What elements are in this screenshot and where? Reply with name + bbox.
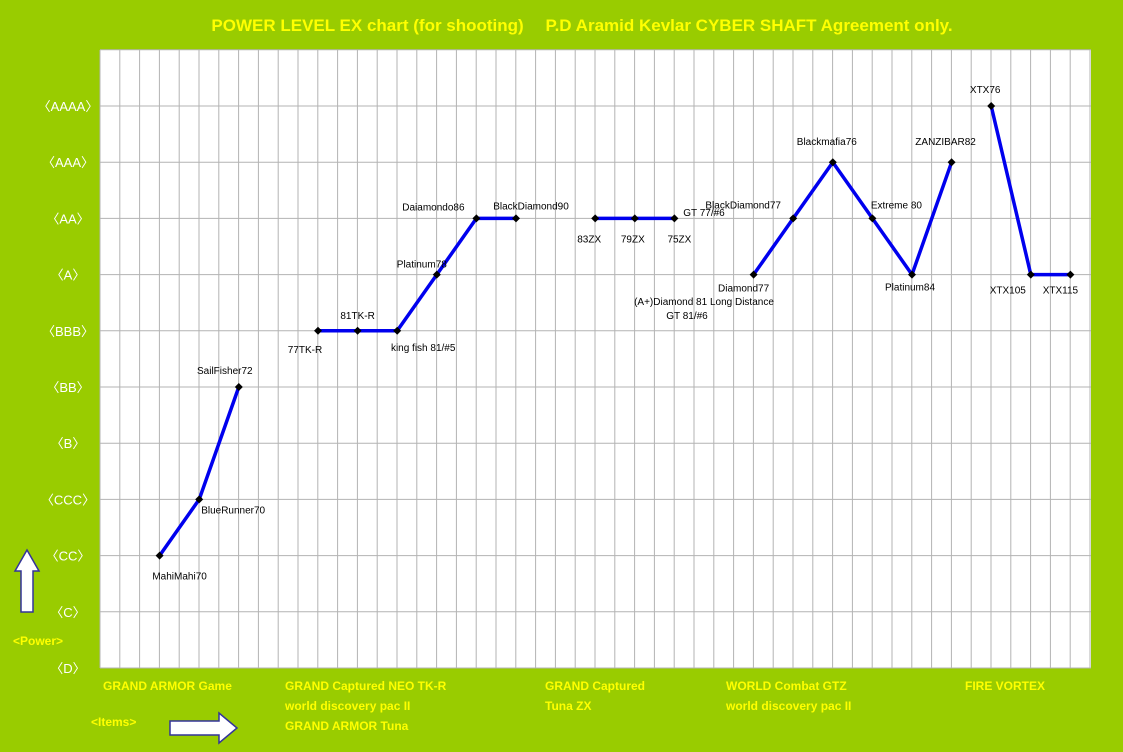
items-right-arrow-icon <box>169 711 239 745</box>
power-up-arrow-icon <box>13 548 41 613</box>
data-label: XTX105 <box>990 286 1027 297</box>
data-label: SailFisher72 <box>197 366 253 377</box>
series-line <box>318 216 516 333</box>
data-point-marker <box>195 495 204 504</box>
y-tick-label: 〈BB〉 <box>46 380 89 395</box>
y-tick-label: 〈D〉 <box>50 661 85 676</box>
y-axis-tick-labels: 〈D〉 〈C〉 〈CC〉 〈CCC〉 〈B〉 〈BB〉 〈BBB〉 〈A〉 〈AA〉 〈AAA〉 〈… <box>38 99 99 676</box>
data-label: Diamond77 <box>718 284 770 295</box>
data-label: 81TK-R <box>340 311 374 322</box>
data-point-marker <box>749 270 758 279</box>
data-label: MahiMahi70 <box>152 572 207 583</box>
data-point-marker <box>393 326 402 335</box>
item-group-label: world discovery pac II <box>284 699 410 713</box>
data-point-marker <box>630 214 639 223</box>
y-tick-label: 〈B〉 <box>51 436 86 451</box>
data-markers <box>155 102 1075 560</box>
data-label: 77TK-R <box>288 345 322 356</box>
data-point-marker <box>432 270 441 279</box>
data-point-marker <box>314 326 322 335</box>
y-tick-label: 〈A〉 <box>51 268 86 283</box>
series-line <box>752 160 954 277</box>
data-point-marker <box>789 214 798 223</box>
y-tick-label: 〈BBB〉 <box>42 324 94 339</box>
item-group-label: GRAND ARMOR Game <box>103 679 232 693</box>
annotation-label: GT 81/#6 <box>666 311 708 322</box>
data-point-marker <box>868 214 877 223</box>
data-point-marker <box>234 383 243 391</box>
data-label: Platinum78 <box>397 260 447 271</box>
data-label: Daiamondo86 <box>402 202 465 213</box>
y-tick-label: 〈AA〉 <box>46 211 89 226</box>
annotation-label: GT 77/#6 <box>683 208 725 219</box>
data-point-marker <box>670 214 679 223</box>
data-labels: MahiMahi70 BlueRunner70 SailFisher72 77TK-R… <box>152 85 1078 583</box>
power-axis-caption: <Power> <box>13 634 63 648</box>
data-point-marker <box>1066 270 1075 279</box>
data-point-marker <box>512 214 520 223</box>
item-group-labels: GRAND ARMOR Game GRAND Captured NEO TK-R w… <box>103 679 1045 733</box>
data-label: Extreme 80 <box>871 200 923 211</box>
annotation-label: (A+)Diamond 81 Long Distance <box>634 297 774 308</box>
y-tick-label: 〈AAAA〉 <box>38 99 99 114</box>
y-tick-label: 〈CC〉 <box>46 549 91 564</box>
data-point-marker <box>472 214 481 223</box>
data-point-marker <box>828 158 837 167</box>
data-point-marker <box>947 158 956 167</box>
item-group-label: Tuna ZX <box>545 699 591 713</box>
item-group-label: GRAND ARMOR Tuna <box>285 719 409 733</box>
items-axis-caption: <Items> <box>91 715 136 729</box>
data-label: BlackDiamond77 <box>705 200 781 211</box>
plot-area <box>99 49 1091 669</box>
data-label: 79ZX <box>621 234 645 245</box>
item-group-label: WORLD Combat GTZ <box>726 679 847 693</box>
data-label: ZANZIBAR82 <box>915 137 976 148</box>
y-tick-label: 〈CCC〉 <box>41 492 95 507</box>
data-point-marker <box>591 214 600 223</box>
data-label: BlackDiamond90 <box>493 201 569 212</box>
data-label: BlueRunner70 <box>201 505 265 516</box>
item-group-label: world discovery pac II <box>725 699 851 713</box>
item-group-label: GRAND Captured NEO TK-R <box>285 679 447 693</box>
item-group-label: FIRE VORTEX <box>965 679 1045 693</box>
chart-title: POWER LEVEL EX chart (for shooting) P.D … <box>211 16 952 35</box>
data-label: king fish 81/#5 <box>391 343 456 354</box>
data-point-marker <box>353 326 362 335</box>
data-label: Platinum84 <box>885 283 935 294</box>
data-label: 83ZX <box>577 234 601 245</box>
data-point-marker <box>987 102 996 110</box>
data-label: 75ZX <box>667 234 691 245</box>
data-label: XTX115 <box>1043 286 1079 297</box>
data-label: XTX76 <box>970 85 1001 96</box>
data-point-marker <box>155 551 164 560</box>
y-tick-label: 〈AAA〉 <box>42 155 94 170</box>
data-point-marker <box>1026 270 1035 279</box>
y-tick-label: 〈C〉 <box>50 605 85 620</box>
data-point-marker <box>908 270 916 279</box>
item-group-label: GRAND Captured <box>545 679 645 693</box>
data-label: Blackmafia76 <box>797 137 857 148</box>
